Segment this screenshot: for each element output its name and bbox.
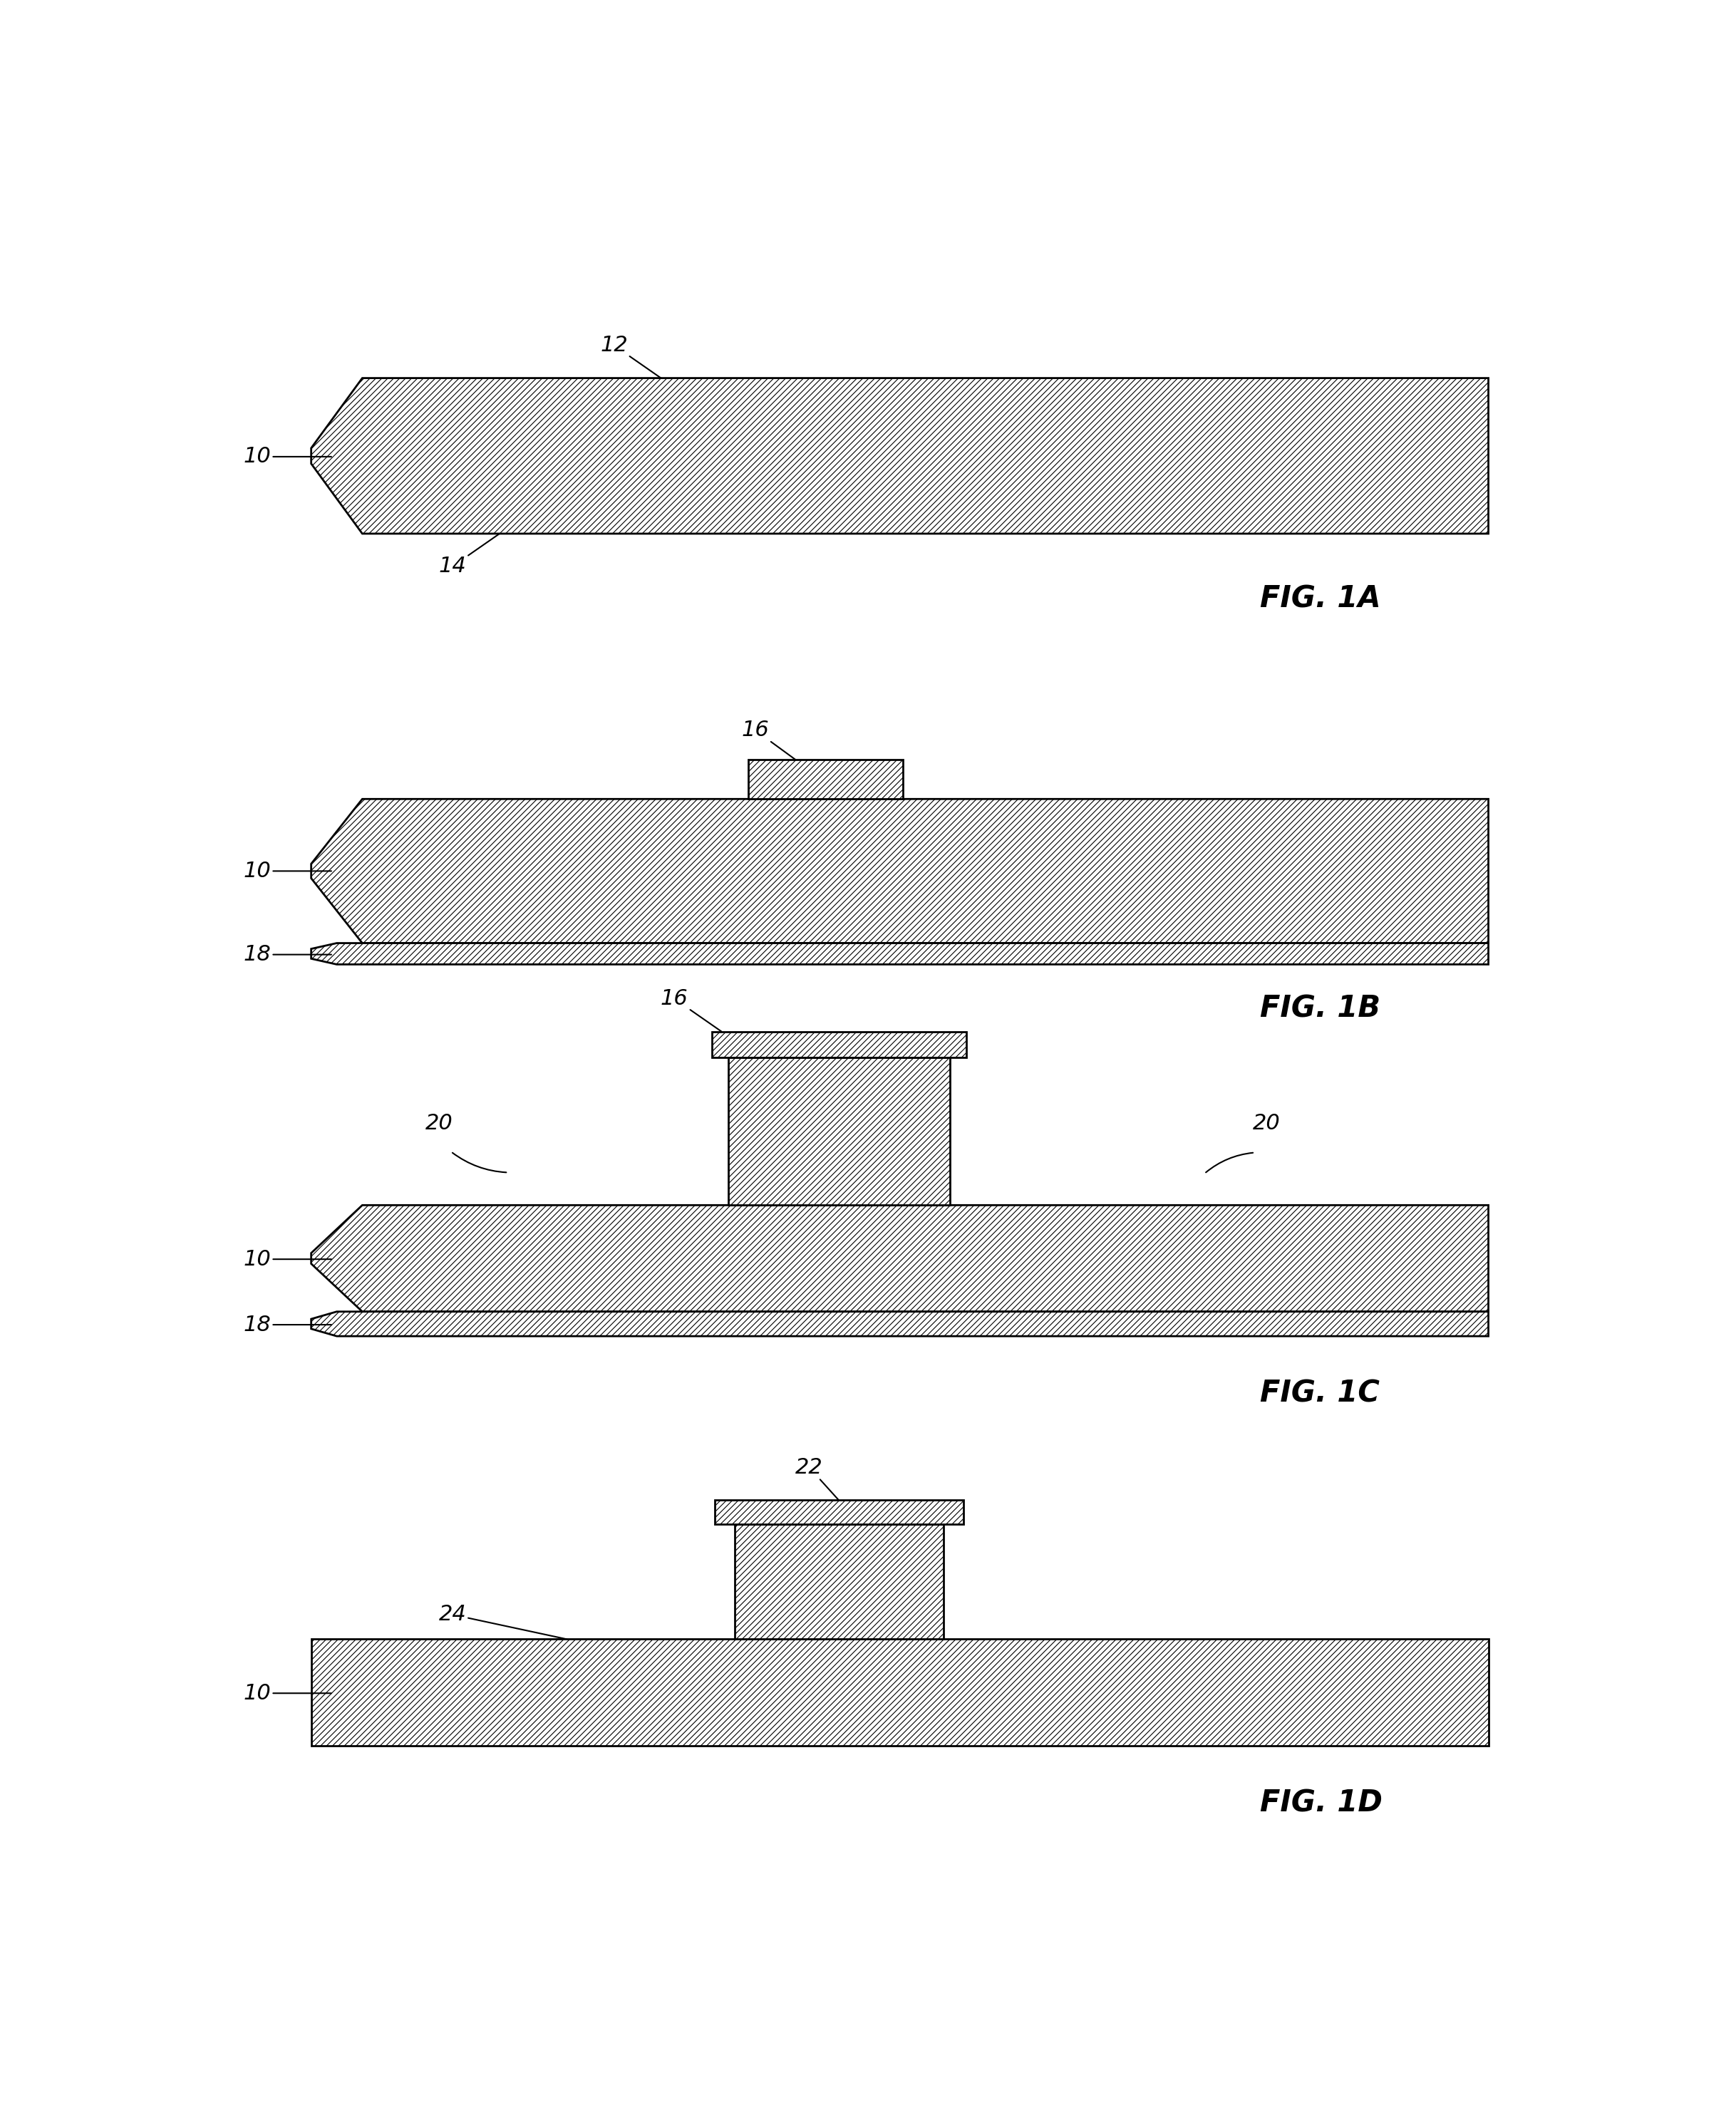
Text: 16: 16	[661, 989, 722, 1032]
Text: 20: 20	[1253, 1112, 1279, 1134]
Text: FIG. 1A: FIG. 1A	[1260, 585, 1380, 615]
Polygon shape	[311, 1312, 1488, 1336]
Polygon shape	[311, 942, 1488, 964]
Polygon shape	[734, 1525, 944, 1640]
Text: 24: 24	[439, 1604, 566, 1640]
Polygon shape	[311, 379, 1488, 534]
Text: 10: 10	[243, 1249, 332, 1270]
Text: FIG. 1C: FIG. 1C	[1260, 1378, 1380, 1408]
Text: 14: 14	[439, 534, 500, 576]
Text: 20: 20	[425, 1112, 453, 1134]
Polygon shape	[311, 800, 1488, 942]
Polygon shape	[311, 1640, 1488, 1746]
Polygon shape	[311, 1206, 1488, 1312]
Text: 18: 18	[243, 944, 332, 966]
Text: 10: 10	[243, 861, 332, 881]
Text: 10: 10	[243, 447, 332, 468]
Polygon shape	[715, 1500, 963, 1525]
Text: 18: 18	[243, 1314, 332, 1336]
Polygon shape	[712, 1032, 967, 1057]
Text: 22: 22	[795, 1457, 838, 1500]
Text: 16: 16	[741, 719, 795, 759]
Text: FIG. 1B: FIG. 1B	[1260, 993, 1380, 1023]
Text: 12: 12	[601, 334, 661, 379]
Polygon shape	[729, 1057, 950, 1206]
Polygon shape	[748, 759, 903, 800]
Text: 10: 10	[243, 1682, 332, 1704]
Text: FIG. 1D: FIG. 1D	[1260, 1789, 1382, 1819]
